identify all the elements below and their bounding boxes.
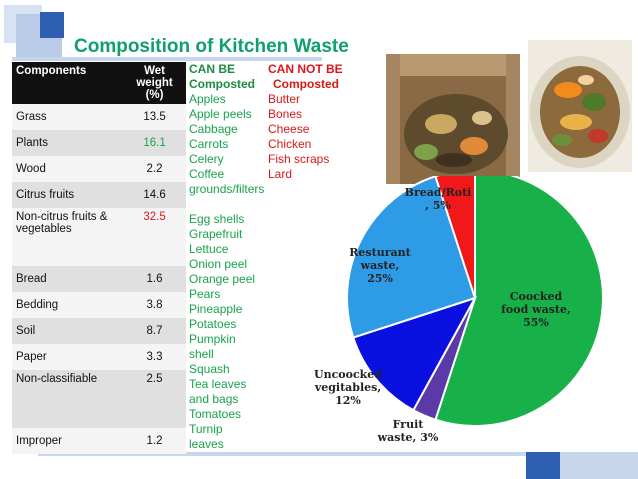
wet-weight-cell: 2.2 — [123, 156, 186, 182]
table-row: Wood 2.2 — [12, 156, 186, 182]
compostable-item: leaves — [189, 437, 279, 452]
component-cell: Bread — [12, 266, 123, 292]
compostable-item: Cabbage — [189, 122, 279, 137]
non-compostable-item: Bones — [268, 107, 358, 122]
pie-label-line: Resturant — [349, 246, 411, 259]
compostable-item: Coffee — [189, 167, 279, 182]
pie-label-line: 55% — [523, 316, 549, 329]
pie-label-line: 12% — [335, 394, 361, 407]
wet-weight-cell: 3.3 — [123, 344, 186, 370]
compostable-item: Orange peel — [189, 272, 279, 287]
can-be-header: Composted — [189, 77, 279, 92]
component-cell: Non-classifiable — [12, 370, 123, 428]
non-compostable-item: Chicken — [268, 137, 358, 152]
table-row: Improper 1.2 — [12, 428, 186, 454]
can-not-be-header: Composted — [268, 77, 358, 92]
pie-label-line: 25% — [367, 272, 393, 285]
decor-square — [40, 12, 64, 38]
decor-square — [560, 455, 638, 479]
composition-table: Components Wet weight (%) Grass 13.5 Plant… — [12, 62, 186, 454]
component-cell: Grass — [12, 104, 123, 130]
component-cell: Plants — [12, 130, 123, 156]
compostable-item: Grapefruit — [189, 227, 279, 242]
wet-weight-cell: 1.2 — [123, 428, 186, 454]
wet-weight-cell: 16.1 — [123, 130, 186, 156]
pie-label-line: , 5% — [425, 199, 451, 212]
pie-label-line: vegitables, — [314, 381, 381, 394]
wet-weight-cell: 8.7 — [123, 318, 186, 344]
slide-title: Composition of Kitchen Waste — [74, 36, 349, 58]
table-row: Soil 8.7 — [12, 318, 186, 344]
table-row: Non-classifiable 2.5 — [12, 370, 186, 428]
pie-label-line: Uncoocked — [314, 368, 382, 381]
compostable-item: grounds/filters — [189, 182, 279, 197]
pie-label-line: waste, 3% — [377, 431, 439, 444]
component-cell: Improper — [12, 428, 123, 454]
compostable-item: Lettuce — [189, 242, 279, 257]
non-compostable-item: Fish scraps — [268, 152, 358, 167]
component-cell: Wood — [12, 156, 123, 182]
table-header-row: Components Wet weight (%) — [12, 62, 186, 104]
table-row: Bread 1.6 — [12, 266, 186, 292]
pie-label-line: Fruit — [393, 418, 425, 431]
non-compostable-item: Cheese — [268, 122, 358, 137]
compostable-item: Pineapple — [189, 302, 279, 317]
compost-bin-photo — [386, 54, 520, 184]
wet-weight-cell: 1.6 — [123, 266, 186, 292]
compostable-item: and bags — [189, 392, 279, 407]
component-cell: Bedding — [12, 292, 123, 318]
header-components: Components — [12, 62, 123, 104]
compostable-item: Turnip — [189, 422, 279, 437]
wet-weight-cell: 14.6 — [123, 182, 186, 208]
component-cell: Soil — [12, 318, 123, 344]
can-be-header: CAN BE — [189, 62, 279, 77]
pie-label-line: food waste, — [501, 303, 571, 316]
table-row: Bedding 3.8 — [12, 292, 186, 318]
wet-weight-cell: 13.5 — [123, 104, 186, 130]
component-cell: Paper — [12, 344, 123, 370]
pie-label: Fruit waste, 3% — [377, 418, 439, 444]
decor-square — [526, 452, 560, 479]
header-wet-weight: Wet weight (%) — [123, 62, 186, 104]
pie-label-line: Coocked — [510, 290, 563, 303]
compostable-item: Pears — [189, 287, 279, 302]
compostable-item: Apples — [189, 92, 279, 107]
table-row: Plants 16.1 — [12, 130, 186, 156]
wet-weight-cell: 32.5 — [123, 208, 186, 266]
compostable-item: Pumpkin — [189, 332, 279, 347]
compostable-item: shell — [189, 347, 279, 362]
table-row: Non-citrus fruits & vegetables 32.5 — [12, 208, 186, 266]
compostable-item: Egg shells — [189, 212, 279, 227]
compostable-item: Celery — [189, 152, 279, 167]
table-row: Citrus fruits 14.6 — [12, 182, 186, 208]
table-row: Paper 3.3 — [12, 344, 186, 370]
component-cell: Citrus fruits — [12, 182, 123, 208]
compostable-item: Tea leaves — [189, 377, 279, 392]
pie-label: Uncoocked vegitables, 12% — [314, 368, 382, 407]
compostable-item: Onion peel — [189, 257, 279, 272]
compostable-item: Tomatoes — [189, 407, 279, 422]
wet-weight-cell: 3.8 — [123, 292, 186, 318]
compostable-item: Apple peels — [189, 107, 279, 122]
kitchen-waste-pie-chart: Coocked food waste, 55% Fruit waste, 3% Uncoo… — [300, 176, 610, 446]
table-row: Grass 13.5 — [12, 104, 186, 130]
wet-weight-cell: 2.5 — [123, 370, 186, 428]
can-be-composted-list: CAN BE Composted Apples Apple peels Cabbag… — [189, 62, 279, 452]
compostable-item: Carrots — [189, 137, 279, 152]
non-compostable-item: Butter — [268, 92, 358, 107]
can-not-be-composted-list: CAN NOT BE Composted Butter Bones Cheese Ch… — [268, 62, 358, 182]
component-cell: Non-citrus fruits & vegetables — [12, 208, 123, 266]
can-not-be-header: CAN NOT BE — [268, 62, 358, 77]
pie-label-line: waste, — [360, 259, 400, 272]
kitchen-scraps-photo — [528, 40, 632, 172]
compostable-item: Potatoes — [189, 317, 279, 332]
compostable-item: Squash — [189, 362, 279, 377]
pie-label-line: Bread/Roti — [405, 186, 472, 199]
